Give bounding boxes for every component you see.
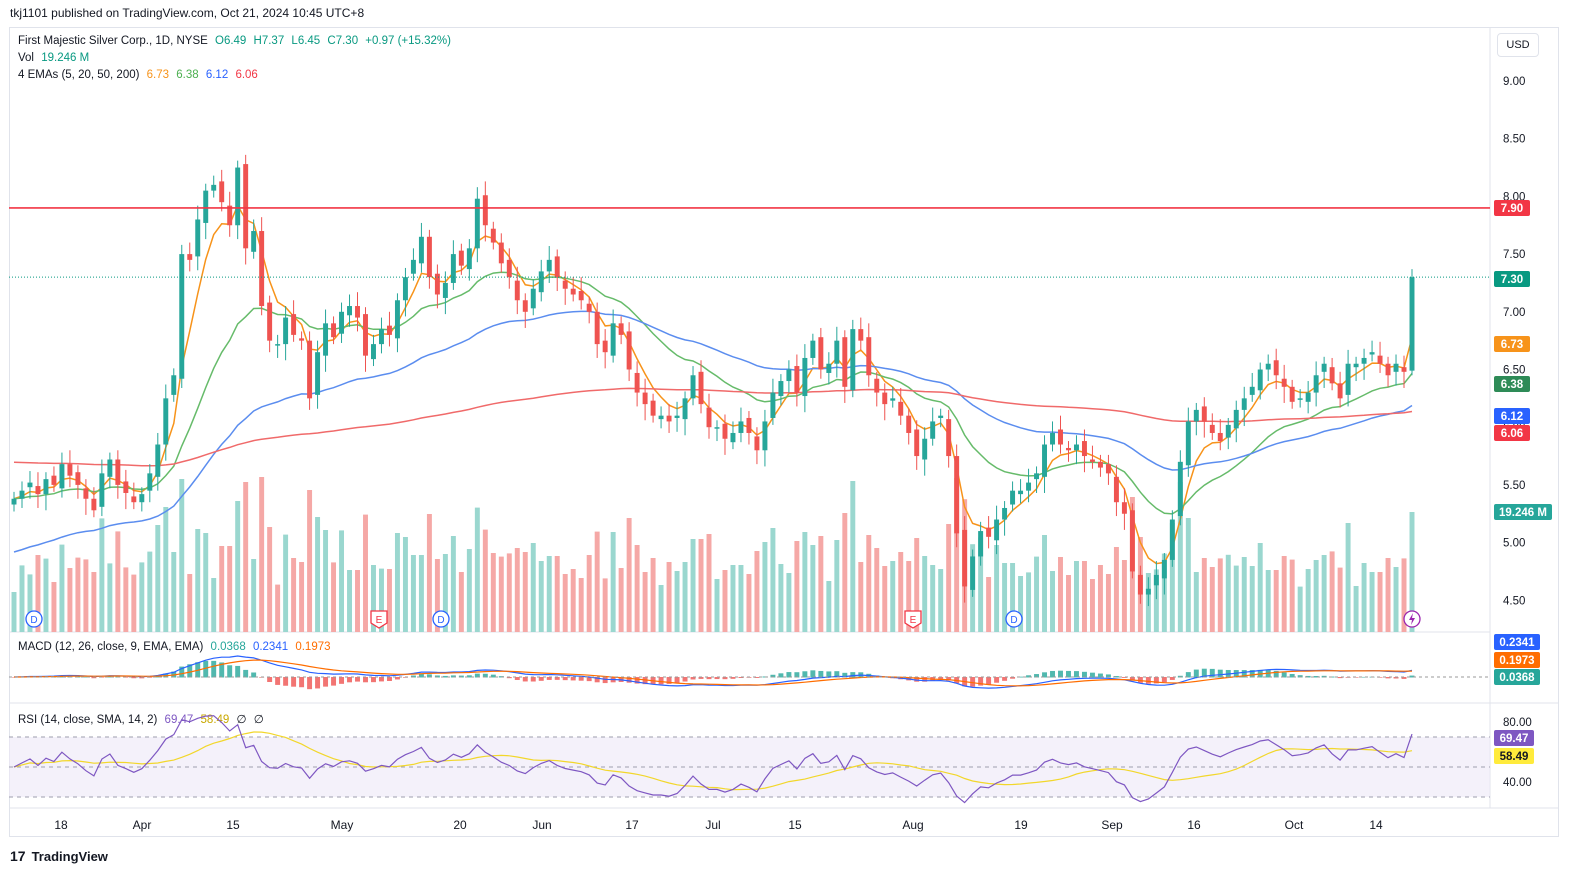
ohlc-change: +0.97 (+15.32%) <box>365 35 451 47</box>
tradingview-logo-icon: 17 <box>10 848 26 864</box>
rsi-value: 69.47 <box>164 714 194 726</box>
symbol-legend[interactable]: First Majestic Silver Corp., 1D, NYSE O6… <box>18 35 455 47</box>
rsi-legend[interactable]: RSI (14, close, SMA, 14, 2) 69.47 58.49 … <box>18 712 268 726</box>
macd-signal-value: 0.1973 <box>295 641 331 653</box>
ema-legend[interactable]: 4 EMAs (5, 20, 50, 200) 6.73 6.38 6.12 6… <box>18 69 262 81</box>
rsi-sma-value: 58.49 <box>200 714 230 726</box>
rsi-empty-1: ∅ <box>236 714 247 726</box>
tradingview-footer[interactable]: 17 TradingView <box>10 848 108 864</box>
macd-legend[interactable]: MACD (12, 26, close, 9, EMA, EMA) 0.0368… <box>18 641 335 653</box>
rsi-label: RSI (14, close, SMA, 14, 2) <box>18 714 158 726</box>
macd-label: MACD (12, 26, close, 9, EMA, EMA) <box>18 641 204 653</box>
publish-info: tkj1101 published on TradingView.com, Oc… <box>10 6 365 20</box>
ema200-value: 6.06 <box>235 69 258 81</box>
volume-label: Vol <box>18 52 34 64</box>
chart-panel[interactable] <box>9 27 1559 837</box>
volume-value: 19.246 M <box>41 52 90 64</box>
ema50-value: 6.12 <box>205 69 229 81</box>
symbol-name: First Majestic Silver Corp., 1D, NYSE <box>18 35 208 47</box>
ohlc-high: H7.37 <box>253 35 285 47</box>
ohlc-low: L6.45 <box>291 35 321 47</box>
footer-brand: TradingView <box>31 848 108 864</box>
volume-legend[interactable]: Vol 19.246 M <box>18 52 93 64</box>
ohlc-open: O6.49 <box>215 35 247 47</box>
rsi-empty-2: ∅ <box>253 714 264 726</box>
ohlc-close: C7.30 <box>327 35 359 47</box>
ema20-value: 6.38 <box>176 69 199 81</box>
currency-button[interactable]: USD <box>1497 33 1539 57</box>
ema5-value: 6.73 <box>146 69 170 81</box>
ema-label: 4 EMAs (5, 20, 50, 200) <box>18 69 140 81</box>
macd-hist-value: 0.0368 <box>210 641 246 653</box>
macd-line-value: 0.2341 <box>252 641 289 653</box>
